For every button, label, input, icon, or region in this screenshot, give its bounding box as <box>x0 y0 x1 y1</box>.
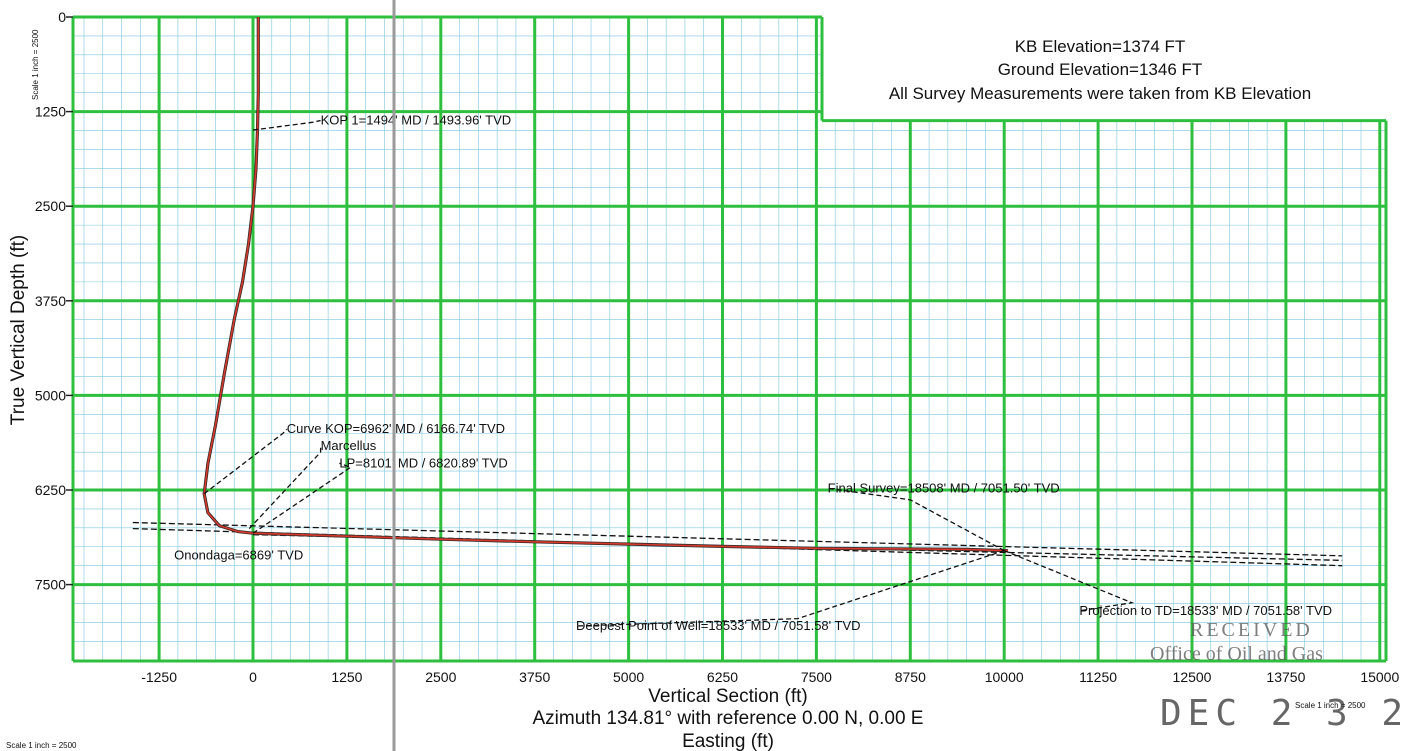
y-tick-label: 2500 <box>35 198 66 214</box>
header-line-ground: Ground Elevation=1346 FT <box>998 60 1203 79</box>
azimuth-label: Azimuth 134.81° with reference 0.00 N, 0… <box>533 708 924 729</box>
well-path <box>202 17 1009 553</box>
annotation-leaders <box>203 119 1135 627</box>
stamp-received: RECEIVED <box>1190 619 1313 641</box>
annotation-label: KOP 1=1494' MD / 1493.96' TVD <box>321 112 512 127</box>
header-line-survey: All Survey Measurements were taken from … <box>889 84 1311 103</box>
x-tick-label: 12500 <box>1173 669 1212 685</box>
x-tick-label: 0 <box>249 669 257 685</box>
annotation-leader <box>575 550 1005 627</box>
stamp-date: DEC 2 3 2024 <box>1160 693 1402 734</box>
scale-label-bottom: Scale 1 inch = 2500 <box>6 741 77 750</box>
x-tick-label: 7500 <box>801 669 832 685</box>
x-tick-label: 8750 <box>895 669 926 685</box>
annotation-leader <box>1003 550 1135 612</box>
annotation-leader <box>248 445 322 530</box>
x-tick-label: 10000 <box>985 669 1024 685</box>
annotation-label: Deepest Point of Well=18533' MD / 7051.5… <box>576 618 861 633</box>
y-tick-label: 7500 <box>35 577 66 593</box>
y-tick-label: 3750 <box>35 293 66 309</box>
tick-labels: -1250 0 1250 2500 3750 5000 6250 7500 8750 10000 1… <box>35 9 1400 685</box>
annotation-leader <box>252 119 321 131</box>
annotation-label: Final Survey=18508' MD / 7051.50' TVD <box>828 480 1060 495</box>
x-tick-label: 3750 <box>519 669 550 685</box>
y-tick-label: 0 <box>58 9 66 25</box>
x-tick-label: 5000 <box>613 669 644 685</box>
x-axis-title: Vertical Section (ft) <box>648 686 807 707</box>
y-tick-label: 5000 <box>35 387 66 403</box>
received-stamp: RECEIVED Office of Oil and Gas DEC 2 3 2… <box>1150 619 1402 734</box>
x-tick-label: 15000 <box>1360 669 1399 685</box>
well-path-line <box>203 17 1009 552</box>
annotation-labels: KOP 1=1494' MD / 1493.96' TVD Curve KOP=6… <box>174 112 1332 633</box>
easting-label: Easting (ft) <box>682 731 774 751</box>
annotation-label: Projection to TD=18533' MD / 7051.58' TV… <box>1079 603 1332 618</box>
x-tick-label: 1250 <box>331 669 362 685</box>
y-tick-label: 6250 <box>35 482 66 498</box>
scale-label-vertical: Scale 1 inch = 2500 <box>31 29 40 100</box>
x-tick-label: -1250 <box>141 669 177 685</box>
annotation-label: Curve KOP=6962' MD / 6166.74' TVD <box>287 421 505 436</box>
stamp-office: Office of Oil and Gas <box>1150 643 1323 665</box>
annotation-label: Onondaga=6869' TVD <box>174 548 303 563</box>
formation-line <box>132 521 1343 557</box>
scale-label-right: Scale 1 inch = 2500 <box>1295 701 1366 710</box>
formation-lines <box>132 521 1343 567</box>
annotation-leader <box>203 428 288 495</box>
well-path-outline <box>202 17 1009 553</box>
annotation-label: Marcellus <box>321 438 377 453</box>
annotation-leader <box>252 462 353 534</box>
x-tick-label: 2500 <box>425 669 456 685</box>
annotation-leader <box>827 487 1005 552</box>
fine-grid <box>73 16 1386 661</box>
annotation-label: LP=8101' MD / 6820.89' TVD <box>339 455 507 470</box>
x-tick-label: 6250 <box>707 669 738 685</box>
x-tick-label: 11250 <box>1079 669 1117 685</box>
y-axis-title: True Vertical Depth (ft) <box>8 235 29 425</box>
major-grid <box>71 15 1388 663</box>
y-tick-label: 1250 <box>35 104 66 120</box>
header-line-kb: KB Elevation=1374 FT <box>1015 37 1186 56</box>
x-tick-label: 13750 <box>1266 669 1305 685</box>
